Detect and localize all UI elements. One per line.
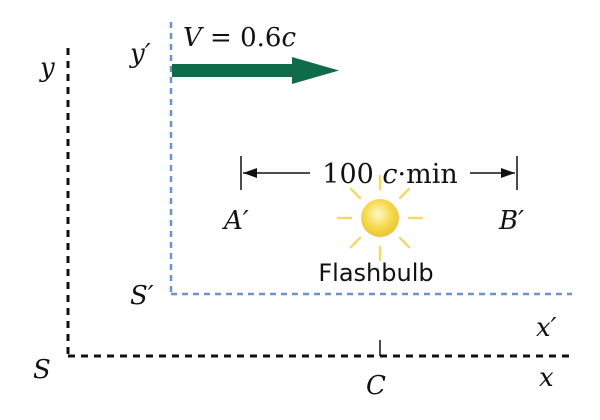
- distance-value: 100: [322, 159, 382, 190]
- s-origin-label: S: [33, 355, 51, 385]
- flashbulb-icon: [336, 174, 424, 262]
- flashbulb-label: Flashbulb: [318, 259, 433, 287]
- point-b-label: B′: [498, 206, 524, 236]
- s-prime-x-label: x′: [536, 313, 557, 343]
- s-y-label: y: [39, 53, 55, 83]
- s-prime-origin-label: S′: [130, 281, 154, 311]
- c-label: C: [366, 371, 386, 401]
- distance-unit-c: c: [382, 159, 397, 190]
- distance-dimension: [240, 156, 518, 190]
- point-a-label: A′: [222, 206, 249, 236]
- velocity-arrow: [172, 57, 339, 84]
- s-x-label: x: [539, 363, 554, 393]
- velocity-value: = 0.6: [202, 23, 282, 53]
- s-prime-y-label: y′: [129, 39, 151, 69]
- velocity-label: V = 0.6c: [183, 23, 296, 53]
- distance-label: 100 c·min: [322, 159, 457, 190]
- velocity-symbol: V: [183, 23, 204, 53]
- distance-unit-min: ·min: [398, 159, 458, 190]
- velocity-unit: c: [281, 23, 296, 53]
